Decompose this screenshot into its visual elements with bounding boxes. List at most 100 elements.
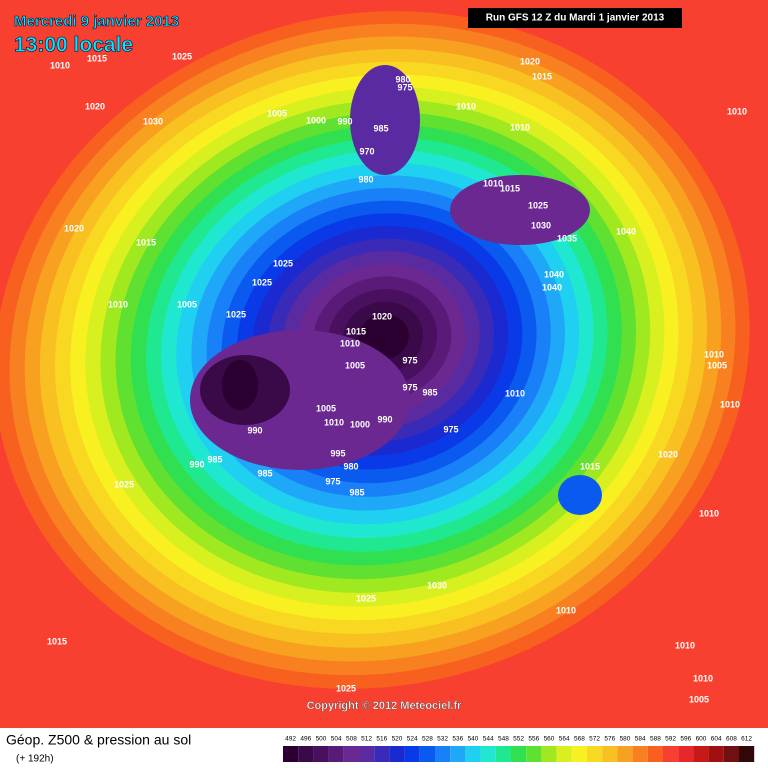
isobar-label: 1000	[350, 419, 370, 429]
isobar-label: 1015	[532, 71, 552, 81]
isobar-label: 975	[325, 476, 340, 486]
scale-label: 492	[285, 736, 296, 743]
scale-label: 560	[544, 736, 555, 743]
scale-swatch	[571, 746, 587, 762]
isobar-label: 975	[402, 355, 417, 365]
scale-label: 592	[665, 736, 676, 743]
isobar-label: 995	[330, 448, 345, 458]
scale-label: 512	[361, 736, 372, 743]
isobar-label: 1010	[720, 399, 740, 409]
scale-label: 524	[407, 736, 418, 743]
isobar-label: 1025	[172, 51, 192, 61]
isobar-label: 1015	[136, 237, 156, 247]
scale-label: 540	[468, 736, 479, 743]
isobar-label: 1040	[616, 226, 636, 236]
scale-swatch	[435, 746, 451, 762]
scale-swatch	[526, 746, 542, 762]
scale-label: 548	[498, 736, 509, 743]
isobar-label: 970	[359, 146, 374, 156]
scale-label: 500	[316, 736, 327, 743]
scale-label: 520	[392, 736, 403, 743]
isobar-label: 975	[397, 82, 412, 92]
scale-swatch	[739, 746, 755, 762]
scale-swatch	[374, 746, 390, 762]
scale-label: 612	[741, 736, 752, 743]
scale-label: 600	[696, 736, 707, 743]
isobar-label: 985	[207, 454, 222, 464]
isobar-label: 985	[422, 387, 437, 397]
isobar-label: 1010	[693, 673, 713, 683]
isobar-label: 1005	[267, 108, 287, 118]
isobar-label: 1040	[544, 269, 564, 279]
isobar-label: 1010	[340, 338, 360, 348]
isobar-label: 990	[189, 459, 204, 469]
scale-label: 544	[483, 736, 494, 743]
isobar-label: 1015	[87, 53, 107, 63]
isobar-label: 1025	[528, 200, 548, 210]
scale-swatch	[298, 746, 314, 762]
scale-swatch	[359, 746, 375, 762]
isobar-label: 1025	[114, 479, 134, 489]
isobar-label: 1010	[505, 388, 525, 398]
isobar-label: 985	[373, 123, 388, 133]
isobar-label: 1035	[557, 233, 577, 243]
isobar-label: 1005	[177, 299, 197, 309]
scale-swatch	[450, 746, 466, 762]
isobar-label: 975	[443, 424, 458, 434]
scale-swatch	[556, 746, 572, 762]
scale-label: 608	[726, 736, 737, 743]
scale-swatch	[343, 746, 359, 762]
scale-swatch	[632, 746, 648, 762]
date: Mercredi 9 janvier 2013	[14, 13, 179, 30]
isobar-label: 985	[257, 468, 272, 478]
isobar-label: 1010	[456, 101, 476, 111]
scale-swatch	[541, 746, 557, 762]
scale-swatch	[647, 746, 663, 762]
isobar-label: 990	[377, 414, 392, 424]
isobar-label: 1020	[520, 56, 540, 66]
footer-lead: (+ 192h)	[16, 754, 54, 765]
isobar-label: 1010	[699, 508, 719, 518]
isobar-label: 1015	[580, 461, 600, 471]
isobar-label: 1025	[252, 277, 272, 287]
isobar-label: 1030	[427, 580, 447, 590]
isobar-label: 1000	[306, 115, 326, 125]
scale-label: 552	[513, 736, 524, 743]
isobar-label: 980	[395, 74, 410, 84]
copyright: Copyright © 2012 Meteociel.fr	[307, 700, 463, 712]
scale-swatch	[495, 746, 511, 762]
scale-label: 556	[528, 736, 539, 743]
scale-swatch	[587, 746, 603, 762]
scale-label: 584	[635, 736, 646, 743]
isobar-label: 1030	[531, 220, 551, 230]
scale-swatch	[708, 746, 724, 762]
isobar-label: 1025	[336, 683, 356, 693]
isobar-label: 1005	[707, 360, 727, 370]
scale-label: 576	[604, 736, 615, 743]
scale-swatch	[419, 746, 435, 762]
low-core	[350, 65, 420, 175]
isobar-label: 1030	[143, 116, 163, 126]
scale-label: 528	[422, 736, 433, 743]
scale-label: 496	[300, 736, 311, 743]
isobar-label: 975	[402, 382, 417, 392]
isobar-label: 1010	[50, 60, 70, 70]
scale-swatch	[283, 746, 299, 762]
isobar-label: 1025	[226, 309, 246, 319]
color-scale: 492 496 500 504 508 512 516 520 524 528 532 536 540 5…	[283, 736, 755, 762]
scale-label: 536	[452, 736, 463, 743]
scale-label: 568	[574, 736, 585, 743]
footer-title: Géop. Z500 & pression au sol	[6, 732, 191, 748]
scale-swatch	[480, 746, 496, 762]
scale-swatch	[404, 746, 420, 762]
isobar-label: 1020	[658, 449, 678, 459]
run-info: Run GFS 12 Z du Mardi 1 janvier 2013	[486, 13, 665, 24]
scale-label: 596	[680, 736, 691, 743]
isobar-label: 1010	[483, 178, 503, 188]
scale-swatch	[511, 746, 527, 762]
low-core	[450, 175, 590, 245]
isobar-label: 1040	[542, 282, 562, 292]
scale-swatch	[617, 746, 633, 762]
